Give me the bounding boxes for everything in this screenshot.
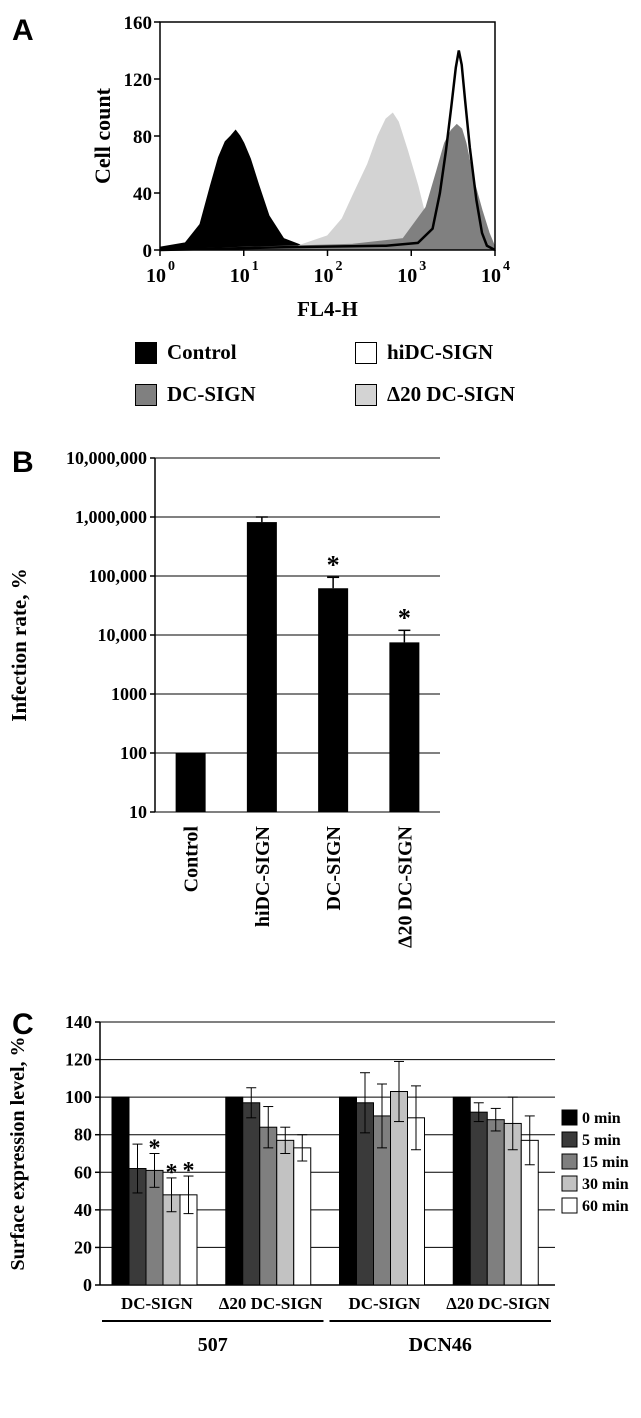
legend-label-60-min: 60 min	[582, 1198, 629, 1215]
legend-label-5-min: 5 min	[582, 1132, 621, 1149]
legend-item-hidc-sign: hiDC-SIGN	[355, 340, 493, 365]
y-tick-label: 160	[124, 13, 153, 34]
bar-5-min	[242, 1102, 261, 1286]
panel-b: B 10 100 1000 10,000 100,000 1,000,000 10,000,0…	[0, 430, 641, 990]
panel-a-legend: Control hiDC-SIGN DC-SIGN Δ20 DC-SIGN	[135, 340, 555, 420]
y-axis-label: Cell count	[90, 87, 115, 184]
bar-dc-sign	[318, 588, 349, 812]
bar-0-min	[225, 1096, 244, 1286]
panel-a: A 0 40 80 120 160 10 0 10 1 10 2 10 3 10 4 FL4-H Cell cou…	[0, 0, 641, 330]
legend-item-dc-sign: DC-SIGN	[135, 382, 256, 407]
y-tick-label: 10	[129, 802, 147, 822]
y-axis-label: Infection rate, %	[7, 568, 31, 721]
panel-label-a: A	[12, 14, 34, 47]
legend-label-30-min: 30 min	[582, 1176, 629, 1193]
x-tick-label: Δ20 DC-SIGN	[446, 1294, 550, 1313]
legend-swatch-control	[135, 341, 157, 364]
x-tick-label: 10	[314, 265, 334, 287]
histogram-dc-sign	[159, 123, 496, 251]
y-tick-label: 100	[120, 743, 147, 763]
bar-5-min	[469, 1111, 488, 1286]
x-tick-label: hiDC-SIGN	[252, 825, 274, 927]
legend-item-control: Control	[135, 340, 237, 365]
legend-swatch-15-min	[561, 1153, 578, 1170]
histogram-hidc-sign	[159, 50, 496, 252]
x-tick-label: DC-SIGN	[121, 1294, 194, 1313]
significance-marker: *	[166, 1160, 178, 1186]
x-tick-exponent: 2	[336, 259, 343, 274]
legend-swatch-0-min	[561, 1109, 578, 1126]
x-tick-label: Δ20 DC-SIGN	[394, 825, 416, 948]
significance-marker: *	[398, 603, 411, 632]
x-tick-label: 10	[397, 265, 417, 287]
bar-15-min	[486, 1119, 505, 1286]
legend-label-0-min: 0 min	[582, 1110, 621, 1127]
x-tick-label: 10	[146, 265, 166, 287]
group-label: 507	[198, 1334, 228, 1356]
bar-control	[175, 753, 206, 812]
x-tick-label: Δ20 DC-SIGN	[219, 1294, 323, 1313]
y-tick-label: 1000	[111, 684, 147, 704]
y-tick-label: 10,000	[98, 625, 148, 645]
y-tick-label: 120	[124, 70, 153, 91]
legend-swatch-hidc-sign	[355, 341, 377, 364]
x-tick-exponent: 0	[168, 259, 175, 274]
bar-30-min	[276, 1139, 295, 1286]
x-axis-label: FL4-H	[297, 297, 358, 321]
significance-marker: *	[183, 1158, 195, 1184]
y-tick-label: 40	[133, 184, 152, 205]
y-axis-label: Surface expression level, %	[7, 1036, 29, 1270]
y-tick-label: 0	[83, 1275, 92, 1295]
y-tick-label: 100	[65, 1087, 92, 1107]
significance-marker: *	[149, 1136, 161, 1162]
bar-0-min	[339, 1096, 357, 1286]
y-tick-label: 1,000,000	[75, 507, 147, 527]
legend-swatch-30-min	[561, 1175, 578, 1192]
legend-label-hidc-sign: hiDC-SIGN	[387, 340, 494, 364]
bar-20-dc-sign	[389, 642, 420, 812]
legend-item-d20-dc-sign: Δ20 DC-SIGN	[355, 382, 515, 407]
bar-hidc-sign	[246, 522, 277, 812]
x-tick-label: DC-SIGN	[323, 825, 345, 910]
legend-label-control: Control	[167, 340, 237, 364]
legend-label-dc-sign: DC-SIGN	[167, 382, 256, 406]
legend-label-d20-dc-sign: Δ20 DC-SIGN	[387, 382, 516, 406]
y-tick-label: 60	[74, 1162, 92, 1182]
x-tick-exponent: 1	[252, 259, 259, 274]
y-tick-label: 140	[65, 1012, 92, 1032]
legend-swatch-d20-dc-sign	[355, 383, 377, 406]
x-tick-label: DC-SIGN	[348, 1294, 421, 1313]
y-tick-label: 80	[133, 127, 152, 148]
legend-swatch-60-min	[561, 1197, 578, 1214]
bar-60-min	[293, 1147, 312, 1286]
legend-swatch-5-min	[561, 1131, 578, 1148]
bar-15-min	[259, 1126, 278, 1286]
significance-marker: *	[327, 550, 340, 579]
bar-0-min	[452, 1096, 471, 1286]
x-tick-label: 10	[481, 265, 501, 287]
y-tick-label: 10,000,000	[66, 448, 147, 468]
y-tick-label: 120	[65, 1050, 92, 1070]
y-tick-label: 40	[74, 1200, 92, 1220]
panel-c: C 0 20 40 60 80 100 120 140 * * * DC-SIGN Δ20 DC-SIGN…	[0, 990, 641, 1418]
y-tick-label: 20	[74, 1237, 92, 1257]
infection-rate-chart: B 10 100 1000 10,000 100,000 1,000,000 10,000,0…	[7, 446, 440, 948]
bar-0-min	[111, 1096, 130, 1286]
panel-label-b: B	[12, 446, 34, 479]
x-tick-exponent: 4	[503, 259, 510, 274]
x-tick-label: Control	[181, 826, 203, 893]
legend-label-15-min: 15 min	[582, 1154, 629, 1171]
legend-swatch-dc-sign	[135, 383, 157, 406]
y-tick-label: 80	[74, 1125, 92, 1145]
panel-label-c: C	[12, 1008, 34, 1041]
group-label: DCN46	[409, 1334, 472, 1356]
y-tick-label: 100,000	[89, 566, 148, 586]
x-tick-label: 10	[230, 265, 250, 287]
y-tick-label: 0	[143, 241, 153, 262]
x-tick-exponent: 3	[419, 259, 426, 274]
